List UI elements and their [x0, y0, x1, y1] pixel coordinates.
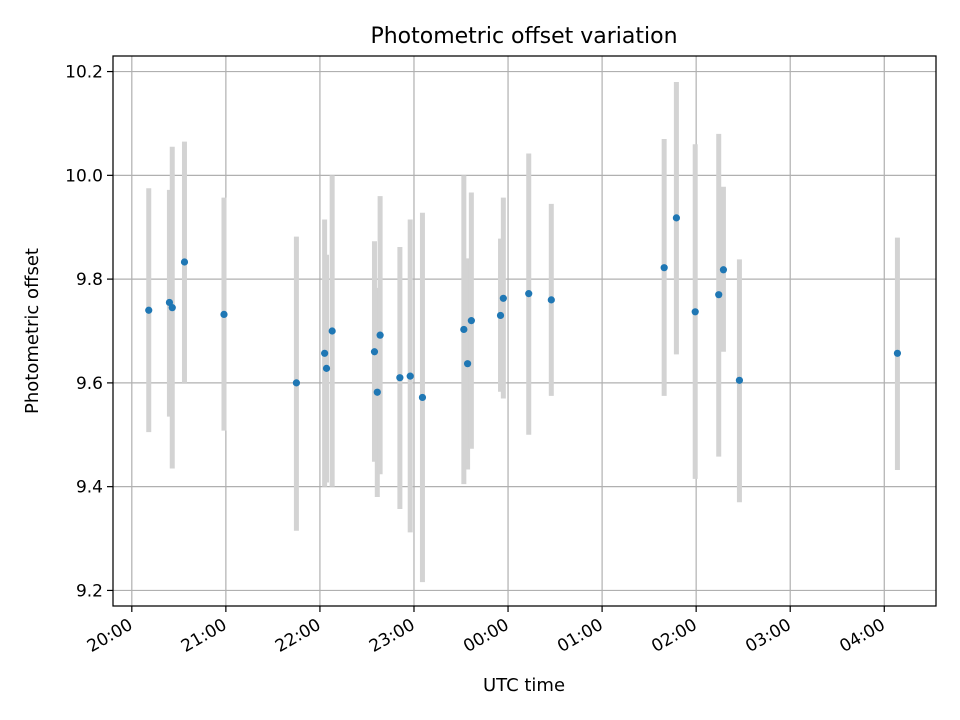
x-tick-label: 23:00 [366, 615, 418, 657]
data-point [893, 349, 902, 357]
y-axis-ticks: 9.2 9.4 9.6 9.8 10.0 10.2 [65, 63, 113, 601]
data-point [396, 374, 404, 382]
data-point [292, 379, 301, 387]
y-tick-label: 9.4 [76, 478, 103, 498]
data-point [370, 348, 379, 356]
data-points [145, 214, 902, 402]
x-tick-label: 00:00 [460, 615, 512, 657]
data-point [373, 388, 381, 396]
y-tick-label: 10.2 [65, 63, 103, 83]
data-point [715, 291, 723, 299]
y-tick-label: 9.6 [76, 374, 103, 394]
data-point [467, 317, 475, 325]
x-tick-label: 01:00 [554, 615, 606, 657]
data-point [406, 372, 414, 380]
error-bars [146, 81, 900, 583]
data-point [525, 290, 533, 298]
grid-lines [113, 56, 936, 606]
data-point [180, 258, 189, 266]
data-point [321, 349, 329, 357]
data-point [168, 304, 176, 312]
data-point [220, 310, 228, 318]
data-point [496, 311, 505, 320]
data-point [691, 308, 699, 316]
x-tick-label: 02:00 [648, 615, 700, 657]
x-tick-label: 04:00 [836, 615, 888, 657]
data-point [463, 360, 472, 368]
data-point [322, 364, 331, 372]
y-tick-label: 10.0 [65, 166, 103, 186]
y-tick-label: 9.2 [76, 581, 103, 601]
y-tick-label: 9.8 [76, 270, 103, 290]
data-point [719, 266, 728, 274]
data-point [418, 393, 427, 402]
x-axis-label: UTC time [483, 675, 565, 696]
data-point [660, 264, 668, 272]
data-point [499, 294, 507, 302]
data-point [735, 376, 744, 384]
plot-frame [112, 55, 937, 607]
x-tick-label: 20:00 [84, 615, 136, 657]
x-tick-label: 22:00 [272, 615, 324, 657]
y-axis-label: Photometric offset [22, 248, 43, 414]
x-tick-label: 21:00 [178, 615, 230, 657]
x-tick-label: 03:00 [742, 615, 794, 657]
data-point [672, 214, 681, 222]
chart-title: Photometric offset variation [370, 24, 677, 49]
data-point [328, 327, 336, 335]
data-point [145, 306, 153, 314]
data-point [460, 325, 468, 334]
data-point [376, 331, 384, 339]
x-axis-ticks: 20:00 21:00 22:00 23:00 00:00 01:00 02:00 03:00… [84, 606, 889, 657]
data-point [547, 296, 555, 304]
